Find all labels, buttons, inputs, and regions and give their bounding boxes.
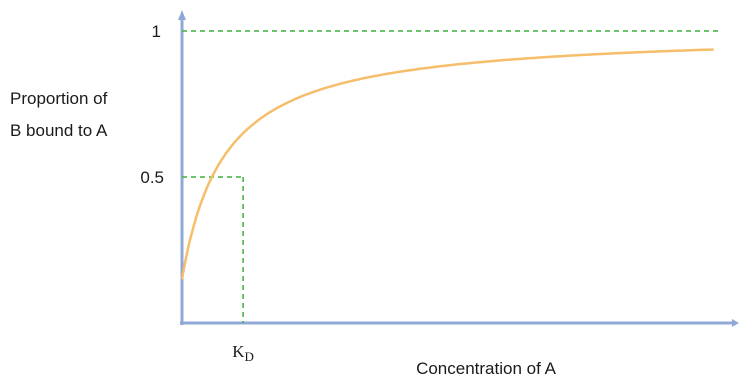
y-axis-arrow-icon: [178, 10, 186, 20]
y-axis-label-line-1: Proportion of: [10, 89, 108, 108]
x-axis-arrow-icon: [732, 319, 739, 327]
kd-subscript: D: [245, 349, 254, 364]
x-tick-label-kd: KD: [232, 342, 254, 364]
binding-curve: [180, 48, 714, 280]
y-tick-label-0-5: 0.5: [140, 168, 164, 187]
kd-main: K: [232, 342, 245, 361]
x-axis-label: Concentration of A: [416, 359, 557, 378]
y-tick-label-1: 1: [152, 22, 161, 41]
y-axis-label-line-2: B bound to A: [10, 121, 108, 140]
